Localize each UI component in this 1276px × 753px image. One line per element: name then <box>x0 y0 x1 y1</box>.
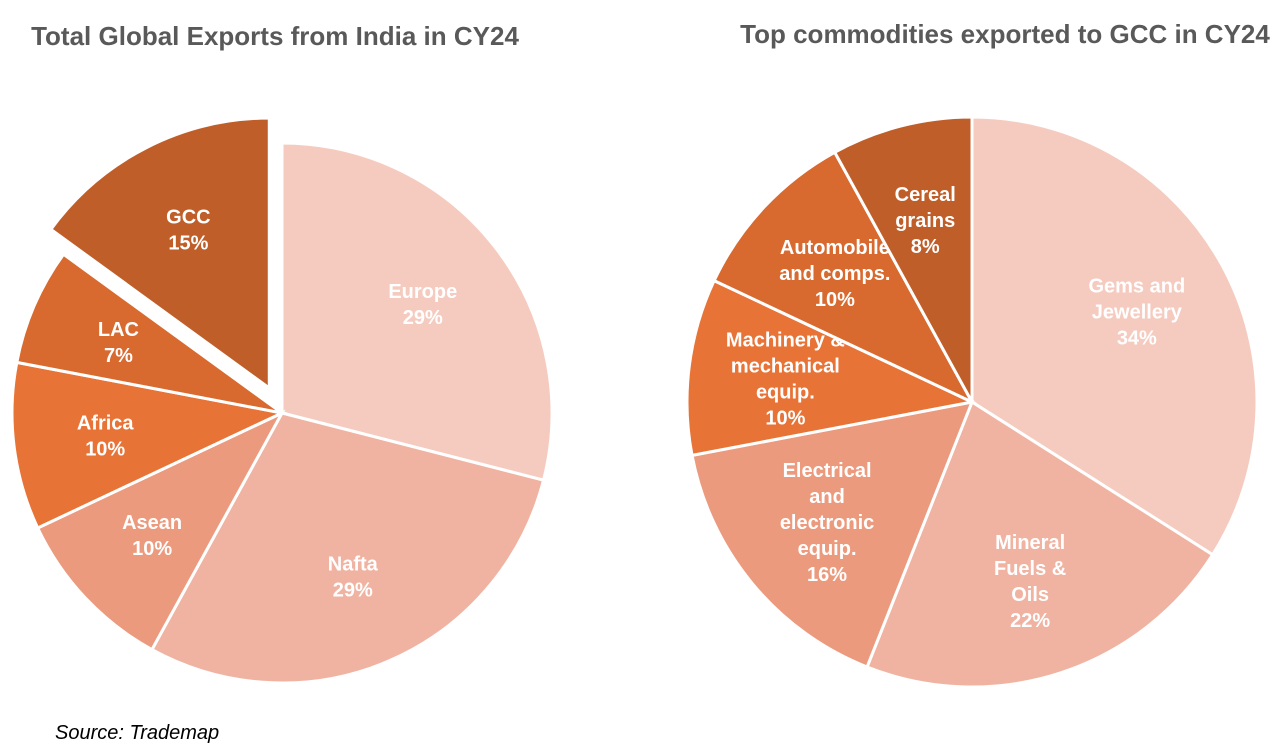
pie-slice-machinery-mechanical-equip- <box>685 278 977 458</box>
pie-slice-automobile-and-comps- <box>712 150 976 406</box>
pie-slice-cereal-grains <box>832 115 974 403</box>
pie-slice-lac <box>15 252 283 415</box>
slice-label: GCC 15% <box>166 206 210 254</box>
slice-label: Asean 10% <box>122 512 182 560</box>
pie-slice-asean <box>35 409 286 652</box>
slice-label: Cereal grains 8% <box>895 184 956 258</box>
pie-slice-gcc <box>48 116 271 391</box>
slice-label: LAC 7% <box>98 319 139 367</box>
slice-label: Nafta 29% <box>328 554 379 602</box>
slice-label: Europe 29% <box>388 281 457 329</box>
pie-slice-electrical-and-electronic-equip- <box>690 400 975 669</box>
pie-slice-mineral-fuels-oils <box>865 399 1215 689</box>
pie-slice-europe <box>280 141 554 482</box>
pie-slice-africa <box>10 360 287 530</box>
slice-label: Gems and Jewellery 34% <box>1088 275 1185 349</box>
slice-label: Africa 10% <box>77 412 135 460</box>
chart-title-right: Top commodities exported to GCC in CY24 <box>740 19 1270 49</box>
chart-title-left: Total Global Exports from India in CY24 <box>31 21 519 51</box>
slice-label: Electrical and electronic equip. 16% <box>780 460 874 586</box>
source-note: Source: Trademap <box>55 722 220 744</box>
slice-label: Mineral Fuels & Oils 22% <box>994 532 1066 632</box>
pie-slice-gems-and-jewellery <box>970 115 1259 557</box>
slice-label: Automobile and comps. 10% <box>779 237 890 311</box>
pie-slice-nafta <box>149 411 546 685</box>
slice-label: Machinery & mechanical equip. 10% <box>726 329 845 429</box>
